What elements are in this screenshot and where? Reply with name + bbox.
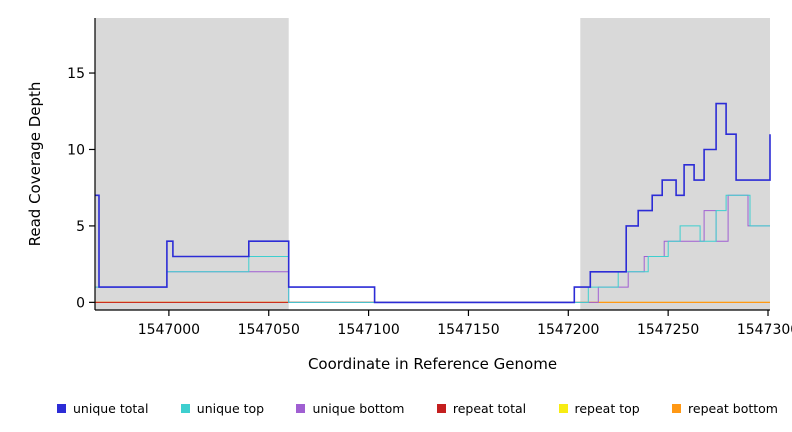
- legend-item-label: repeat bottom: [688, 400, 778, 416]
- legend-item-label: unique total: [73, 400, 149, 416]
- legend-item-repeat-total: repeat total: [436, 400, 527, 416]
- repeat-total-swatch-icon: [436, 403, 446, 413]
- legend-item-unique-top: unique top: [180, 400, 265, 416]
- legend-item-label: unique top: [196, 400, 265, 416]
- legend-item-repeat-bottom: repeat bottom: [672, 401, 778, 416]
- x-tick-label: 1547250: [637, 322, 699, 338]
- legend-item-unique-bottom: unique bottom: [296, 400, 405, 416]
- x-tick-label: 1547100: [337, 322, 399, 338]
- series-unique-total: [95, 102, 771, 304]
- y-tick-label: 5: [76, 219, 85, 235]
- y-tick-label: 10: [67, 142, 85, 158]
- repeat-top-swatch-icon: [558, 403, 568, 413]
- y-tick-label: 15: [67, 66, 85, 82]
- x-tick-label: 1547050: [238, 322, 300, 338]
- y-tick-label: 0: [76, 295, 85, 311]
- shaded-region-1: [95, 18, 289, 310]
- legend-item-label: unique bottom: [312, 400, 405, 416]
- unique-bottom-swatch-icon: [296, 403, 306, 413]
- series-unique-top: [95, 194, 770, 303]
- x-tick-label: 1547200: [537, 322, 599, 338]
- unique-top-swatch-icon: [180, 403, 190, 413]
- shaded-region-2: [580, 18, 770, 310]
- legend-item-label: repeat total: [452, 400, 527, 416]
- legend-item-repeat-top: repeat top: [558, 400, 640, 416]
- unique-total-swatch-icon: [57, 403, 66, 413]
- legend: unique total unique top unique bottom repea…: [57, 399, 778, 417]
- x-tick-label: 1547150: [437, 322, 499, 338]
- legend-item-unique-total: unique total: [57, 401, 148, 416]
- repeat-bottom-swatch-icon: [672, 403, 682, 413]
- x-axis-title: Coordinate in Reference Genome: [307, 355, 558, 373]
- legend-item-label: repeat top: [574, 400, 640, 416]
- y-axis-title: Read Coverage Depth: [26, 81, 44, 247]
- x-tick-label: 1547000: [138, 322, 200, 338]
